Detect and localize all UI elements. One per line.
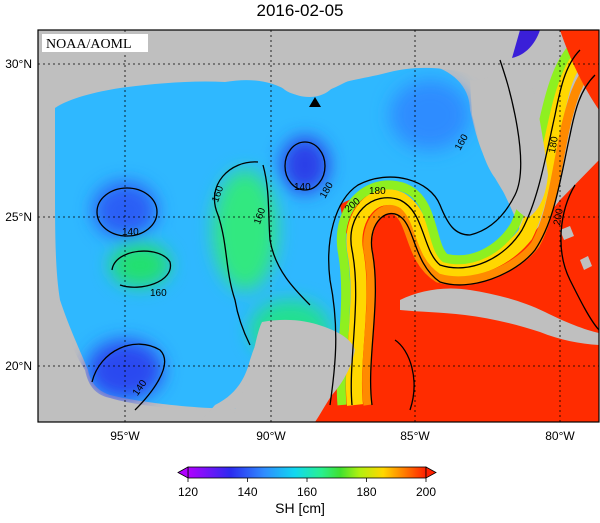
bahamas xyxy=(560,226,592,270)
gulf-blob-blue-ne xyxy=(390,80,470,150)
loop-current-orange xyxy=(362,61,596,406)
lon-label-85W: 85°W xyxy=(400,429,430,443)
map-title: 2016-02-05 xyxy=(256,1,344,20)
contour-label: 160 xyxy=(150,288,167,299)
colorbar-gradient xyxy=(187,466,427,479)
watermark-box xyxy=(42,34,148,52)
contour-200-east xyxy=(560,184,599,331)
lon-label-95W: 95°W xyxy=(110,429,140,443)
usa-gulf-coast xyxy=(38,30,520,150)
contour-160-central xyxy=(213,161,259,346)
contour-200-loop xyxy=(369,74,596,406)
colorbar-tick-label: 120 xyxy=(178,485,198,499)
lat-label-30N: 30°N xyxy=(5,57,32,71)
contour-140-north xyxy=(284,141,326,191)
contour-label: 140 xyxy=(294,182,311,193)
colorbar-label: SH [cm] xyxy=(275,500,325,516)
colorbar-tick-label: 200 xyxy=(416,485,436,499)
contour-160-loop xyxy=(328,176,471,406)
contour-140-west xyxy=(96,187,158,237)
yucatan xyxy=(230,319,355,422)
map-frame xyxy=(37,29,600,423)
gulf-blob-green-central xyxy=(213,170,277,290)
lat-label-20N: 20°N xyxy=(5,359,32,373)
contour-160-florida xyxy=(469,59,522,236)
gulf-water xyxy=(55,63,520,410)
colorbar: 120 140 160 180 200 xyxy=(177,466,437,499)
contour-label: 140 xyxy=(122,227,139,238)
station-marker xyxy=(309,97,321,107)
northeast-red xyxy=(560,30,599,110)
colorbar-high-arrow xyxy=(425,466,437,479)
colorbar-tick-label: 140 xyxy=(237,485,257,499)
colorbar-tick-label: 180 xyxy=(356,485,376,499)
contour-160-east xyxy=(262,164,311,306)
contour-160-west xyxy=(111,250,171,288)
lon-label-80W: 80°W xyxy=(545,429,575,443)
colorbar-low-arrow xyxy=(177,466,189,479)
watermark-text: NOAA/AOML xyxy=(46,37,132,52)
lon-label-90W: 90°W xyxy=(256,429,286,443)
contour-200-south xyxy=(394,339,415,411)
loop-current-green xyxy=(336,41,579,406)
cuba xyxy=(400,288,599,345)
florida xyxy=(470,59,548,218)
contour-180-loop xyxy=(350,49,581,406)
lat-label-25N: 25°N xyxy=(5,210,32,224)
contour-label: 180 xyxy=(547,135,561,154)
contour-140-sw xyxy=(91,343,166,411)
gulf-blob-blue-north xyxy=(281,137,329,193)
colorbar-tick-label: 160 xyxy=(297,485,317,499)
contour-label: 180 xyxy=(369,186,386,197)
loop-current-yellow xyxy=(345,49,587,406)
